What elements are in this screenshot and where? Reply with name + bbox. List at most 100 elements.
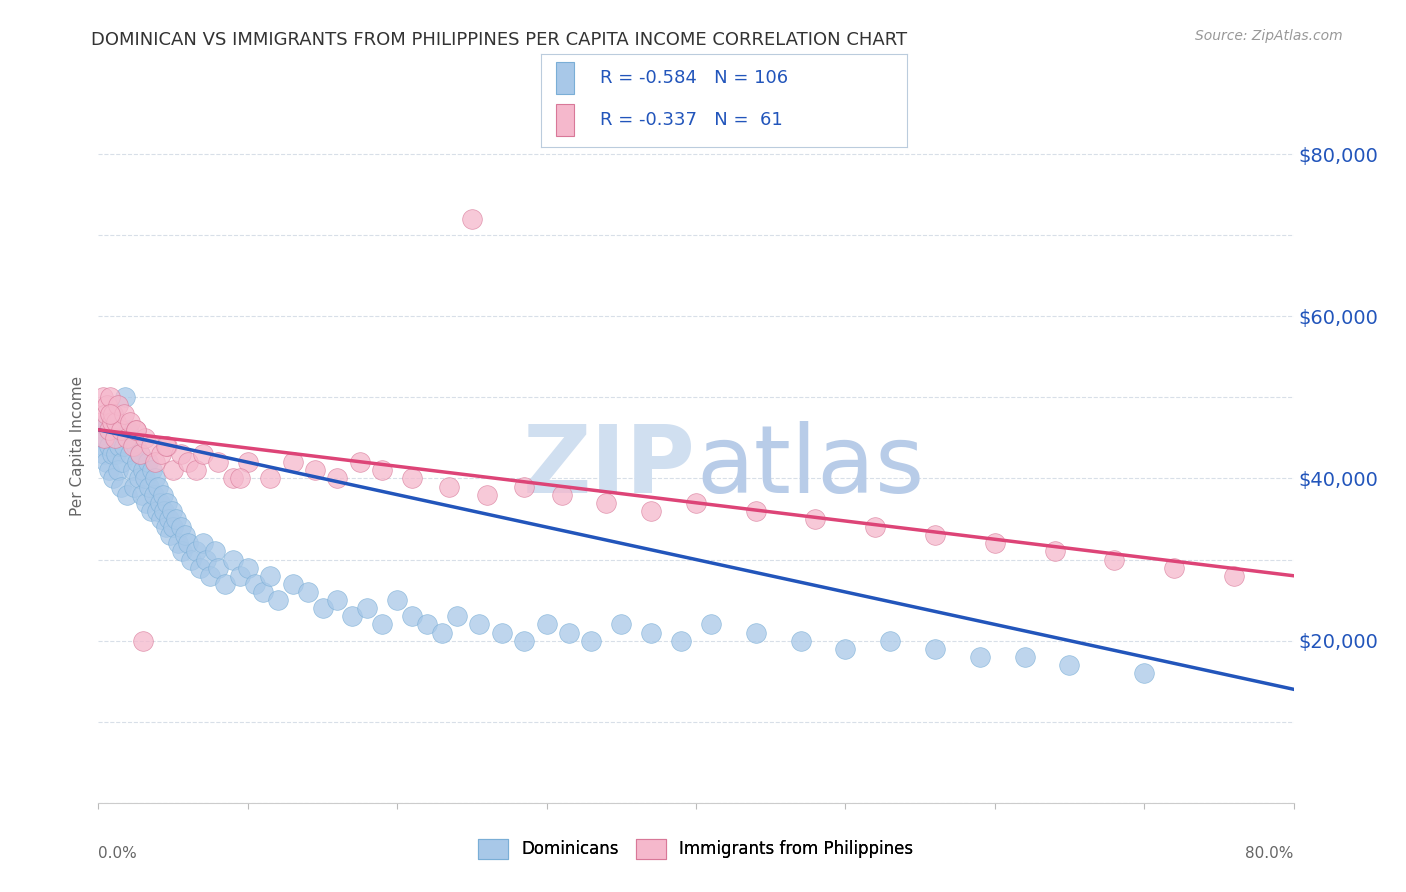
Point xyxy=(1223,568,1246,582)
Point xyxy=(188,560,211,574)
Point xyxy=(124,479,146,493)
Point xyxy=(468,617,491,632)
Point xyxy=(104,431,127,445)
Point xyxy=(125,423,148,437)
Point xyxy=(169,520,191,534)
Point xyxy=(195,552,218,566)
Point xyxy=(789,633,811,648)
Point xyxy=(475,488,498,502)
Point xyxy=(610,617,633,632)
Point xyxy=(121,463,143,477)
Point xyxy=(110,423,132,437)
Point xyxy=(132,463,155,477)
Point xyxy=(252,585,274,599)
Point xyxy=(401,471,423,485)
Legend: Dominicans, Immigrants from Philippines: Dominicans, Immigrants from Philippines xyxy=(472,832,920,866)
Point xyxy=(129,447,152,461)
Text: 80.0%: 80.0% xyxy=(1246,846,1294,861)
Point xyxy=(356,601,378,615)
Point xyxy=(120,431,142,445)
Point xyxy=(131,488,153,502)
Point xyxy=(118,447,141,461)
Point xyxy=(115,431,138,445)
Point xyxy=(142,488,165,502)
Point xyxy=(236,560,259,574)
Point xyxy=(139,439,162,453)
Point xyxy=(94,407,117,421)
Point xyxy=(924,641,946,656)
Point xyxy=(138,479,160,493)
Point xyxy=(385,593,409,607)
Point xyxy=(98,390,122,404)
Point xyxy=(222,471,245,485)
Point xyxy=(110,423,132,437)
Point xyxy=(103,407,125,421)
Point xyxy=(159,528,181,542)
Point xyxy=(669,633,692,648)
Point xyxy=(93,431,115,445)
Point xyxy=(191,447,214,461)
Point xyxy=(103,471,125,485)
Point xyxy=(162,463,184,477)
Point xyxy=(132,633,155,648)
Point xyxy=(101,415,124,429)
Point xyxy=(110,479,132,493)
Point xyxy=(134,431,156,445)
Point xyxy=(143,471,166,485)
Point xyxy=(326,471,349,485)
Point xyxy=(111,455,134,469)
Point xyxy=(134,471,156,485)
Point xyxy=(112,439,135,453)
Point xyxy=(1043,544,1066,558)
Point xyxy=(229,568,252,582)
Point xyxy=(127,455,149,469)
Point xyxy=(640,625,662,640)
Point xyxy=(745,625,768,640)
Point xyxy=(536,617,558,632)
Point xyxy=(326,593,349,607)
Point xyxy=(141,463,163,477)
Point xyxy=(107,463,129,477)
Point xyxy=(924,528,946,542)
Point xyxy=(112,407,135,421)
Point xyxy=(371,463,394,477)
Point xyxy=(139,504,162,518)
Point xyxy=(1104,552,1126,566)
Point xyxy=(1059,657,1081,672)
Point xyxy=(156,496,179,510)
Point xyxy=(439,479,461,493)
Point xyxy=(259,471,281,485)
Point xyxy=(513,633,536,648)
Point xyxy=(700,617,723,632)
Point xyxy=(804,512,827,526)
Point xyxy=(98,407,122,421)
Point xyxy=(94,455,117,469)
Point xyxy=(169,447,191,461)
Point xyxy=(236,455,259,469)
Point xyxy=(91,390,114,404)
Point xyxy=(97,463,120,477)
Point xyxy=(104,431,127,445)
Point xyxy=(96,415,118,429)
Point xyxy=(581,633,603,648)
Point xyxy=(222,552,245,566)
Point xyxy=(207,455,229,469)
Point xyxy=(115,488,138,502)
Point xyxy=(595,496,617,510)
Point xyxy=(311,601,333,615)
Point xyxy=(172,544,194,558)
Point xyxy=(155,520,177,534)
Text: R = -0.337   N =  61: R = -0.337 N = 61 xyxy=(600,111,783,129)
Point xyxy=(129,447,152,461)
Point xyxy=(145,504,167,518)
Point xyxy=(105,415,128,429)
Point xyxy=(513,479,536,493)
Point xyxy=(550,488,572,502)
Point xyxy=(180,552,202,566)
Point xyxy=(97,439,120,453)
Point xyxy=(157,512,180,526)
Point xyxy=(430,625,453,640)
Point xyxy=(984,536,1007,550)
Point xyxy=(160,504,183,518)
Point xyxy=(207,560,229,574)
